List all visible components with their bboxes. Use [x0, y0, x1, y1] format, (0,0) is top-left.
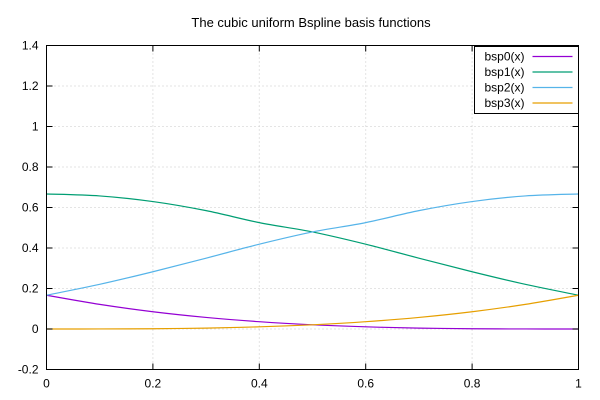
x-tick-label: 0.2: [145, 377, 162, 391]
series-line-bsp3x: [46, 294, 579, 330]
y-tick-label: 0.2: [22, 282, 39, 296]
y-tick-label: 0.4: [22, 241, 39, 255]
y-tick-label: 1.4: [22, 39, 39, 53]
legend-label: bsp1(x): [484, 65, 524, 79]
y-tick-label: 0.8: [22, 160, 39, 174]
legend-box: [474, 46, 579, 114]
x-tick-label: 0.8: [464, 377, 481, 391]
y-tick-label: -0.2: [18, 363, 39, 377]
series-line-bsp0x: [46, 294, 579, 330]
y-tick-label: 1.2: [22, 79, 39, 93]
legend: bsp0(x)bsp1(x) bsp2(x)bsp3(x): [474, 46, 579, 114]
series-layer: [46, 193, 579, 330]
series-line-bsp2x: [46, 193, 579, 296]
axis-ticks: 0 0.2 0.4 0.6 0.8 1 -0.2 0 0.2 0.4 0.6 0.8 1 1.2 1.4: [18, 39, 582, 391]
x-tick-label: 1: [575, 377, 582, 391]
legend-label: bsp3(x): [484, 96, 524, 110]
x-tick-label: 0: [43, 377, 50, 391]
x-tick-label: 0.6: [357, 377, 374, 391]
y-tick-label: 0.6: [22, 201, 39, 215]
chart-title: The cubic uniform Bspline basis function…: [191, 15, 431, 30]
legend-label: bsp0(x): [484, 50, 524, 64]
series-line-bsp1x: [46, 193, 579, 296]
y-tick-label: 0: [32, 322, 39, 336]
y-tick-label: 1: [32, 120, 39, 134]
x-tick-label: 0.4: [251, 377, 268, 391]
legend-label: bsp2(x): [484, 81, 524, 95]
